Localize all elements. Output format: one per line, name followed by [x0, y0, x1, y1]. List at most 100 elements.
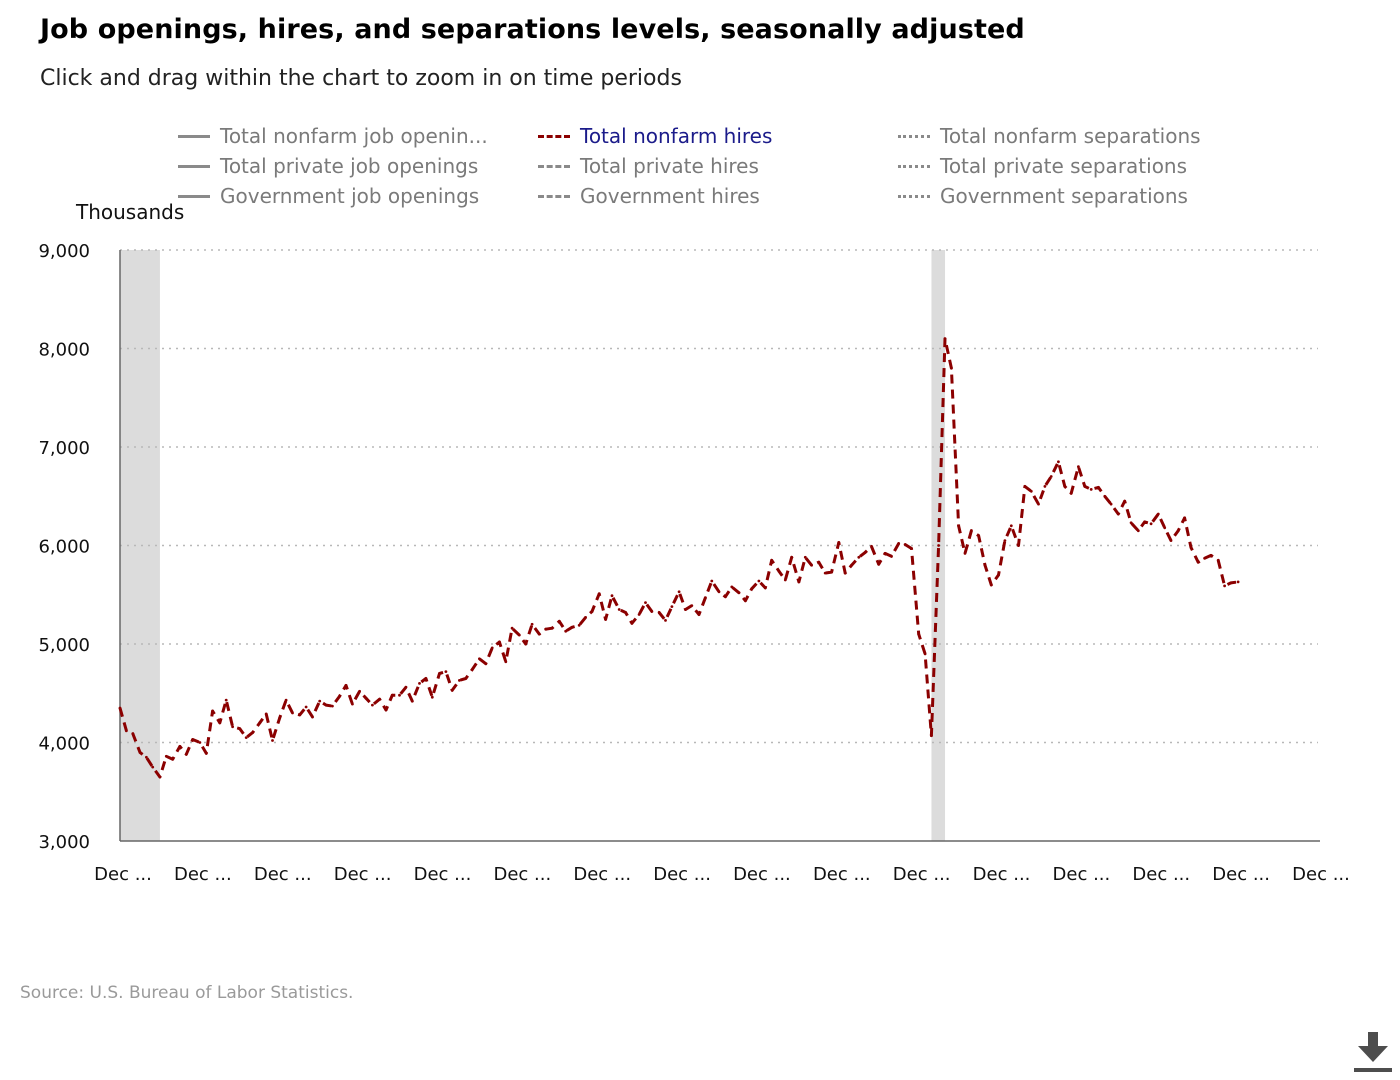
y-tick-label: 5,000: [38, 635, 90, 656]
data-point: [989, 583, 993, 587]
data-point: [684, 608, 687, 611]
data-point: [943, 337, 947, 341]
data-point: [870, 545, 873, 548]
data-point: [158, 775, 162, 779]
x-tick-label: Dec ...: [733, 864, 791, 885]
data-point: [763, 586, 767, 590]
data-point: [358, 689, 361, 693]
legend-item[interactable]: Government hires: [538, 182, 760, 210]
data-point: [597, 592, 601, 596]
data-point: [950, 366, 953, 370]
data-point: [677, 590, 681, 594]
data-point: [1176, 529, 1180, 533]
data-point: [1069, 491, 1073, 495]
legend-swatch: [178, 194, 210, 198]
data-point: [1009, 524, 1013, 528]
data-point: [1017, 544, 1020, 547]
data-point: [670, 605, 674, 608]
data-point: [564, 629, 568, 633]
data-point: [118, 706, 122, 710]
data-point: [997, 573, 1000, 577]
data-point: [1003, 539, 1007, 542]
data-point: [384, 708, 388, 712]
data-point: [1236, 580, 1240, 584]
x-tick-label: Dec ...: [973, 864, 1031, 885]
y-tick-label: 3,000: [38, 832, 90, 853]
data-point: [298, 713, 302, 717]
data-point: [438, 672, 441, 675]
data-point: [877, 562, 881, 566]
data-point: [757, 579, 761, 583]
data-point: [697, 613, 701, 616]
data-point: [324, 703, 328, 707]
data-point: [1077, 465, 1080, 469]
data-point: [717, 590, 721, 594]
x-tick-label: Dec ...: [1212, 864, 1270, 885]
data-point: [1023, 485, 1027, 488]
data-point: [983, 563, 987, 567]
data-point: [318, 699, 322, 703]
legend-swatch: [898, 134, 930, 138]
data-point: [644, 601, 647, 604]
x-tick-label: Dec ...: [813, 864, 871, 885]
data-point: [258, 721, 262, 725]
legend-item[interactable]: Total nonfarm job openin...: [178, 122, 488, 150]
download-button[interactable]: [1352, 1030, 1394, 1074]
data-point: [211, 709, 215, 713]
data-point: [830, 570, 833, 574]
legend-swatch: [178, 164, 210, 168]
data-point: [783, 578, 787, 582]
data-point: [504, 660, 508, 664]
data-point: [364, 696, 368, 700]
data-point: [630, 621, 634, 625]
data-point: [837, 541, 841, 544]
data-point: [278, 716, 282, 720]
data-point: [650, 610, 654, 613]
data-point: [378, 697, 381, 701]
data-point: [291, 711, 294, 715]
data-point: [244, 736, 248, 739]
legend-item[interactable]: Total private job openings: [178, 152, 478, 180]
legend-swatch: [898, 194, 930, 198]
data-point: [125, 729, 128, 733]
data-point: [1043, 485, 1047, 488]
data-point: [204, 751, 208, 755]
data-point: [744, 599, 747, 603]
recession-band: [120, 250, 160, 841]
data-point: [1196, 560, 1200, 564]
legend-item[interactable]: Total nonfarm hires: [538, 122, 772, 150]
legend-label: Total private separations: [940, 154, 1188, 178]
data-point: [251, 731, 255, 734]
data-point: [850, 563, 853, 567]
data-point: [570, 625, 574, 629]
data-point: [510, 626, 514, 630]
legend-item[interactable]: Total nonfarm separations: [898, 122, 1201, 150]
data-point: [331, 704, 334, 708]
data-point: [923, 652, 927, 656]
data-point: [790, 555, 794, 559]
data-point: [890, 554, 893, 558]
data-point: [145, 755, 148, 759]
legend-item[interactable]: Government separations: [898, 182, 1188, 210]
data-point: [1169, 539, 1173, 542]
data-point: [550, 626, 554, 630]
line-chart[interactable]: 3,000 4,000 5,000 6,000 7,000 8,000 9,000 Dec .…: [0, 0, 1400, 940]
data-point: [544, 627, 548, 631]
x-tick-label: Dec ...: [1292, 864, 1350, 885]
legend-item[interactable]: Total private separations: [898, 152, 1187, 180]
data-point: [398, 693, 401, 697]
data-point: [1063, 485, 1067, 488]
data-point: [1103, 494, 1107, 498]
legend-label: Total nonfarm separations: [940, 124, 1201, 148]
data-point: [517, 633, 521, 637]
legend-item[interactable]: Total private hires: [538, 152, 759, 180]
legend-item[interactable]: Government job openings: [178, 182, 479, 210]
data-point: [843, 571, 847, 575]
data-point: [458, 679, 461, 682]
data-point: [857, 555, 861, 559]
y-tick-label: 7,000: [38, 438, 90, 459]
data-point: [937, 544, 940, 547]
data-point: [604, 618, 607, 621]
y-tick-label: 8,000: [38, 340, 90, 361]
legend-label: Government job openings: [220, 184, 480, 208]
